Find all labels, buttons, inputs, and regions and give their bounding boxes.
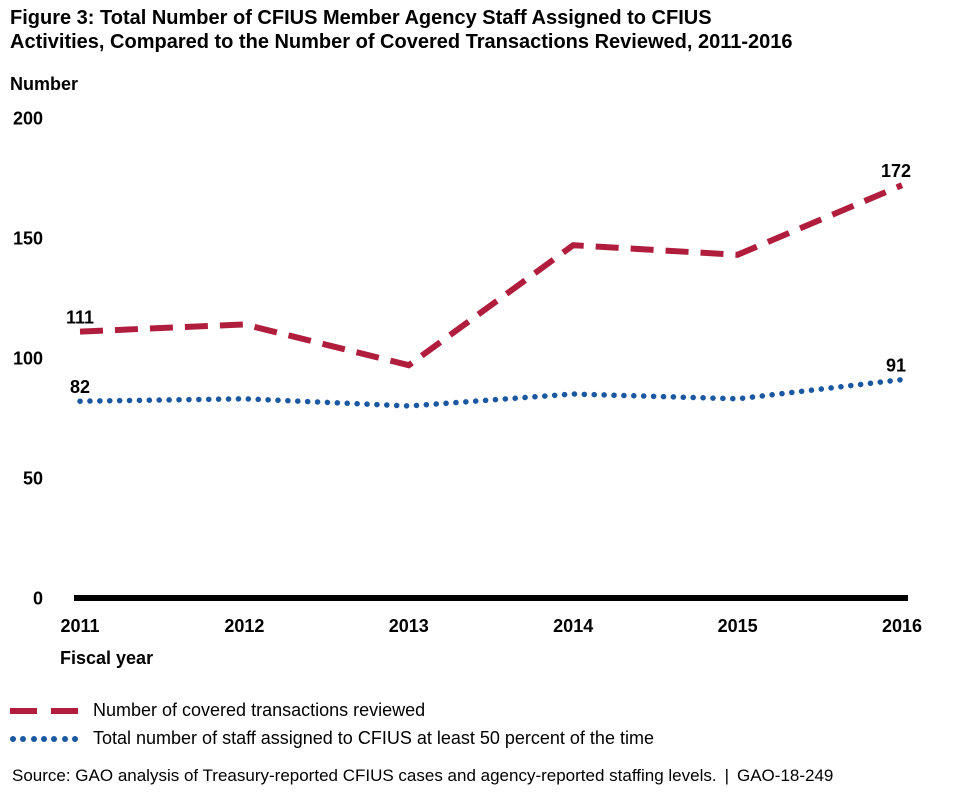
- y-axis-label: Number: [10, 74, 79, 94]
- series-line-dotted: [77, 376, 905, 409]
- x-tick-label: 2014: [553, 616, 593, 636]
- legend: Number of covered transactions reviewed …: [10, 700, 950, 756]
- dotted-line-swatch: [10, 735, 78, 742]
- figure-title: Figure 3: Total Number of CFIUS Member A…: [10, 6, 793, 54]
- source-note: Source: GAO analysis of Treasury-reporte…: [12, 766, 833, 786]
- y-tick-label: 200: [13, 109, 43, 129]
- legend-label-transactions: Number of covered transactions reviewed: [93, 700, 426, 720]
- figure-title-line1: Figure 3: Total Number of CFIUS Member A…: [10, 7, 712, 29]
- legend-label-staff: Total number of staff assigned to CFIUS …: [93, 728, 654, 748]
- data-point-label: 172: [881, 161, 911, 181]
- report-id: GAO-18-249: [737, 766, 834, 785]
- legend-item-staff: Total number of staff assigned to CFIUS …: [10, 728, 950, 749]
- x-tick-label: 2012: [224, 616, 264, 636]
- y-tick-label: 50: [23, 469, 43, 489]
- y-tick-label: 0: [33, 589, 43, 609]
- x-tick-label: 2011: [60, 616, 99, 636]
- x-tick-label: 2013: [389, 616, 429, 636]
- line-chart: 200 150 100 50 0 2011 2012 2013 2014 2015 2016 111 1…: [13, 109, 922, 637]
- data-point-label: 82: [70, 377, 90, 397]
- source-separator: |: [724, 766, 729, 785]
- x-tick-label: 2016: [882, 616, 922, 636]
- figure-title-line2: Activities, Compared to the Number of Co…: [10, 31, 793, 53]
- y-tick-label: 100: [13, 349, 43, 369]
- source-text: Source: GAO analysis of Treasury-reporte…: [12, 766, 717, 785]
- legend-item-transactions: Number of covered transactions reviewed: [10, 700, 950, 721]
- x-axis-line: [74, 595, 908, 601]
- x-axis-label: Fiscal year: [60, 648, 154, 668]
- data-point-label: 111: [66, 308, 94, 328]
- data-point-label: 91: [886, 356, 906, 376]
- series-line-dashed: [79, 182, 904, 369]
- x-tick-label: 2015: [718, 616, 758, 636]
- y-tick-label: 150: [13, 229, 43, 249]
- dashed-line-swatch: [10, 707, 78, 714]
